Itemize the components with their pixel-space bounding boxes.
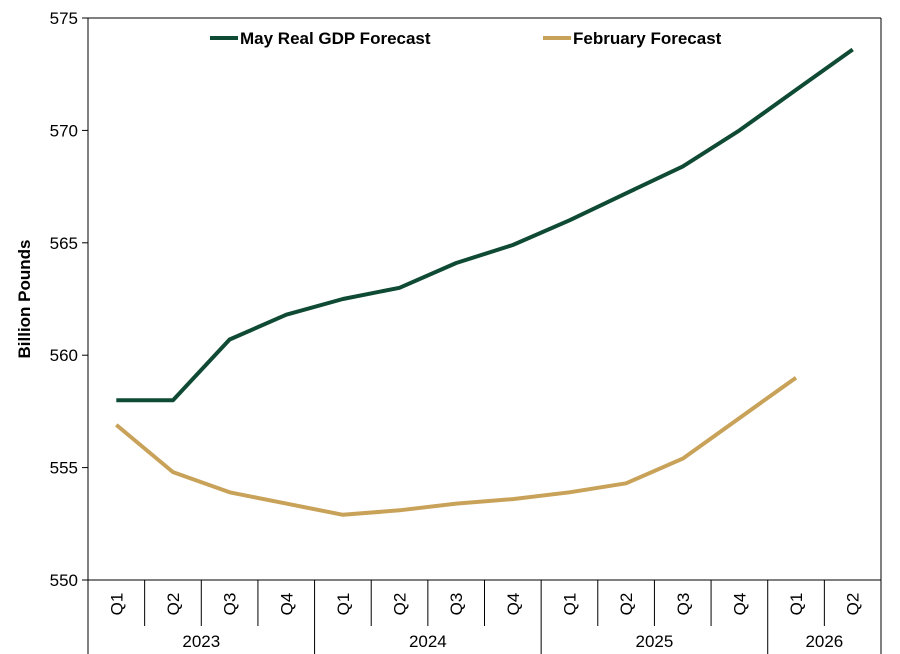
y-tick-label: 570 [50,121,78,140]
y-axis-label: Billion Pounds [15,240,34,359]
y-ticks: 550 555 560 565 570 575 [50,9,88,590]
legend-label-2: February Forecast [573,29,722,48]
series-line-2 [115,376,798,517]
legend: May Real GDP Forecast February Forecast [210,29,722,48]
x-tick-label: Q3 [221,593,240,616]
x-tick-label: Q2 [391,593,410,616]
x-tick-label: Q4 [730,593,749,616]
x-tick-label: Q2 [164,593,183,616]
x-ticks: Q1 Q2 Q3 Q4 Q1 Q2 Q3 Q4 Q1 Q2 Q3 Q4 Q1 Q2 2023 2024 2025… [87,580,882,654]
x-tick-label: Q3 [674,593,693,616]
x-tick-label: Q1 [334,593,353,616]
x-tick-label: Q2 [617,593,636,616]
x-tick-label: Q2 [844,593,863,616]
x-tick-label: Q4 [277,593,296,616]
series-line-1 [116,47,854,403]
x-year-label: 2025 [636,632,674,651]
y-tick-label: 555 [50,459,78,478]
y-tick-label: 550 [50,571,78,590]
y-tick-label: 575 [50,9,78,28]
x-tick-label: Q4 [504,593,523,616]
x-tick-label: Q1 [107,593,126,616]
y-tick-label: 560 [50,346,78,365]
y-tick-label: 565 [50,234,78,253]
x-year-label: 2024 [409,632,447,651]
x-tick-label: Q1 [787,593,806,616]
x-tick-label: Q3 [447,593,466,616]
legend-label-1: May Real GDP Forecast [240,29,431,48]
x-year-label: 2026 [805,632,843,651]
x-tick-label: Q1 [560,593,579,616]
x-year-label: 2023 [182,632,220,651]
series-group [115,47,854,517]
